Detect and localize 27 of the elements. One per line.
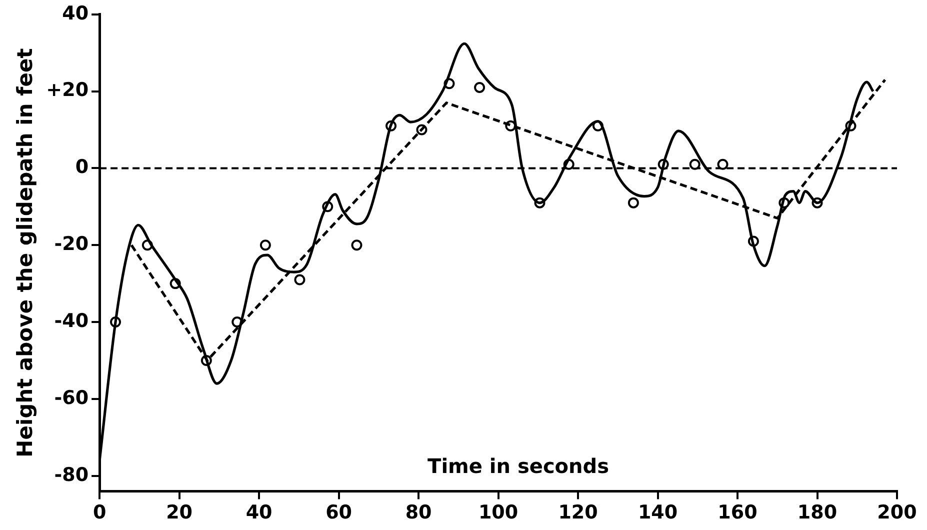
x-tick-label: 100 [478, 502, 518, 524]
y-tick-label: 0 [75, 156, 89, 178]
y-tick-label: +20 [46, 79, 89, 102]
x-tick-label: 80 [405, 502, 432, 524]
x-tick-label: 60 [326, 502, 352, 524]
point [260, 240, 271, 251]
point [294, 274, 306, 286]
y-tick-label: -60 [54, 386, 89, 409]
x-tick-label: 140 [638, 502, 678, 524]
point [717, 158, 728, 170]
x-tick-label: 160 [718, 502, 758, 524]
point [351, 240, 362, 251]
point [628, 197, 639, 208]
y-tick-label: 40 [62, 2, 89, 24]
point [689, 158, 700, 170]
y-tick-label: -20 [54, 233, 89, 256]
x-tick-label: 120 [558, 502, 598, 524]
x-tick-label: 20 [166, 502, 193, 524]
x-tick-label: 200 [877, 502, 917, 524]
point [474, 82, 486, 93]
x-axis-title: Time in seconds [428, 454, 610, 478]
y-tick-label: -80 [54, 464, 89, 486]
x-tick-label: 40 [246, 502, 272, 524]
y-tick-label: -40 [54, 310, 89, 332]
x-tick-label: 0 [92, 502, 106, 524]
x-tick-label: 180 [797, 502, 838, 524]
y-axis-title: Height above the glidepath in feet [13, 48, 38, 458]
